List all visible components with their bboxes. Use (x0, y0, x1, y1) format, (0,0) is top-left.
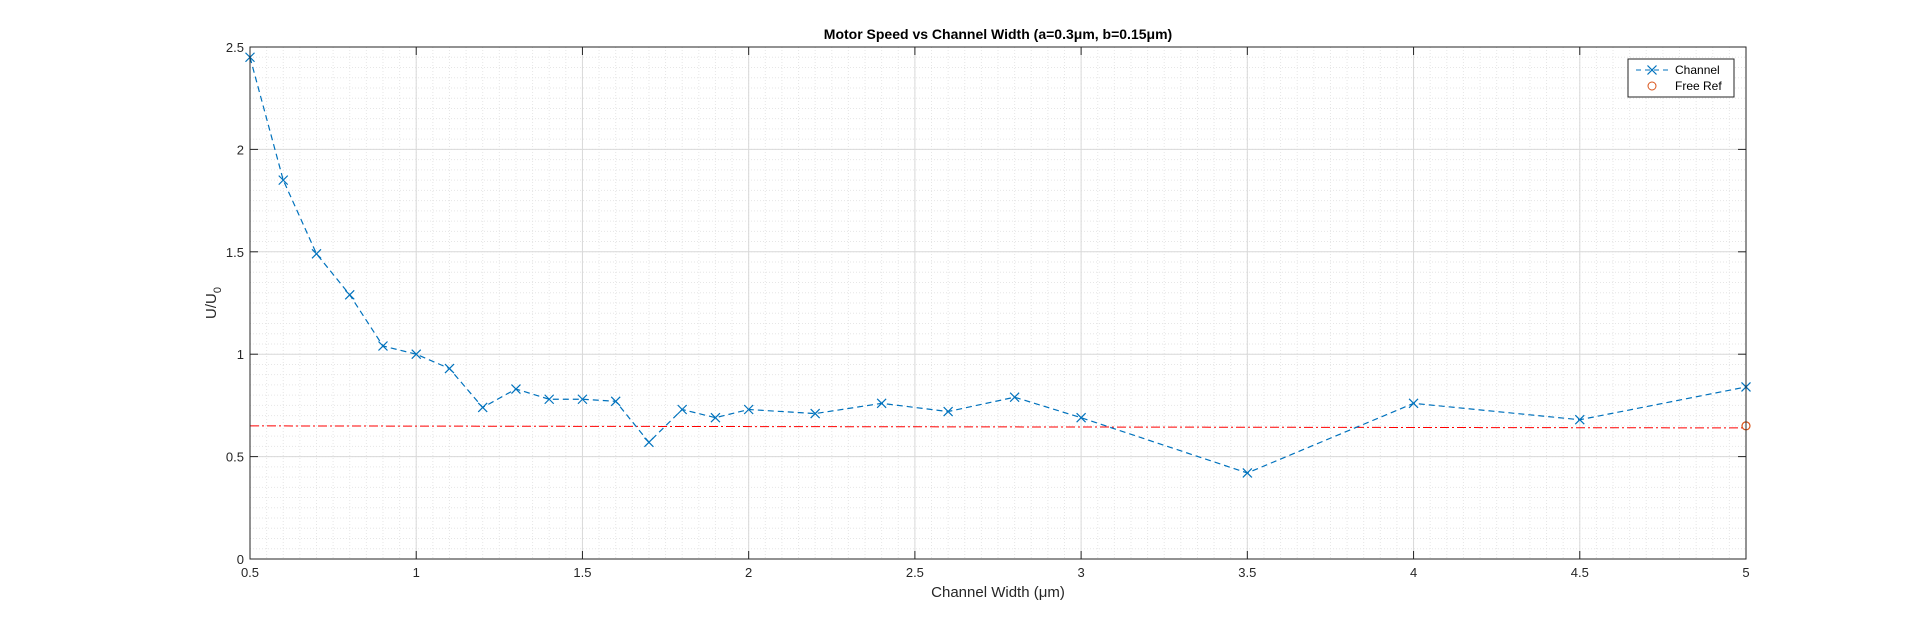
data-point-marker (477, 402, 488, 413)
x-tick-label: 4 (1410, 565, 1417, 580)
data-point-marker (1574, 414, 1585, 425)
y-tick-label: 2 (237, 142, 244, 157)
legend: Channel Free Ref (1627, 58, 1735, 98)
data-point-marker (943, 406, 954, 417)
x-tick-label: 3 (1077, 565, 1084, 580)
axis-ticks (249, 46, 1747, 560)
x-tick-label: 1.5 (573, 565, 591, 580)
x-axis-label: Channel Width (μm) (931, 584, 1065, 601)
data-point-marker (610, 396, 621, 407)
x-tick-label: 2.5 (906, 565, 924, 580)
x-tick-label: 3.5 (1238, 565, 1256, 580)
y-tick-label: 2.5 (226, 40, 244, 55)
y-axis-label-main: U/U (203, 293, 220, 319)
data-point-marker (411, 349, 422, 360)
y-axis-label-subscript: 0 (212, 287, 224, 293)
y-tick-label: 0 (237, 552, 244, 567)
data-point-marker (311, 248, 322, 259)
minor-grid (249, 46, 1747, 560)
x-tick-label: 5 (1742, 565, 1749, 580)
data-point-marker (544, 394, 555, 405)
data-point-marker (278, 175, 289, 186)
data-point-marker (710, 412, 721, 423)
x-tick-label: 1 (413, 565, 420, 580)
data-point-marker (378, 341, 388, 351)
data-point-marker (1242, 468, 1253, 478)
data-point-marker (743, 404, 754, 415)
data-point-marker (344, 289, 355, 300)
x-tick-label: 2 (745, 565, 752, 580)
data-point-marker (876, 398, 887, 409)
legend-free-ref-marker (1647, 81, 1657, 91)
legend-marker-stroke (1647, 65, 1657, 75)
reference-line-layer (249, 425, 1747, 429)
legend-channel-label: Channel (1675, 63, 1720, 77)
legend-box (1627, 58, 1735, 98)
y-tick-label: 0.5 (226, 450, 244, 465)
y-tick-label: 1.5 (226, 245, 244, 260)
data-point-marker (1009, 392, 1020, 403)
data-point-marker (677, 404, 688, 415)
y-axis-label: U/U0 (203, 287, 224, 319)
data-point-marker (444, 363, 455, 374)
legend-channel-marker (1647, 65, 1657, 75)
data-point-marker (810, 408, 821, 419)
reference-line (249, 425, 1747, 429)
y-tick-label: 1 (237, 347, 244, 362)
x-tick-label: 4.5 (1571, 565, 1589, 580)
tick-labels: 0.5 1 1.5 2 2.5 3 3.5 4 4.5 500.511.522.5 (226, 40, 1750, 580)
chart-title: Motor Speed vs Channel Width (a=0.3μm, b… (824, 26, 1172, 42)
plot-area-box (249, 46, 1747, 560)
data-point-marker (644, 437, 654, 448)
data-point-marker (1408, 398, 1419, 409)
data-point-marker (577, 394, 588, 405)
data-point-marker (511, 384, 521, 394)
x-tick-label: 0.5 (241, 565, 259, 580)
legend-free-ref-label: Free Ref (1675, 79, 1722, 93)
data-point-marker (1076, 412, 1087, 423)
